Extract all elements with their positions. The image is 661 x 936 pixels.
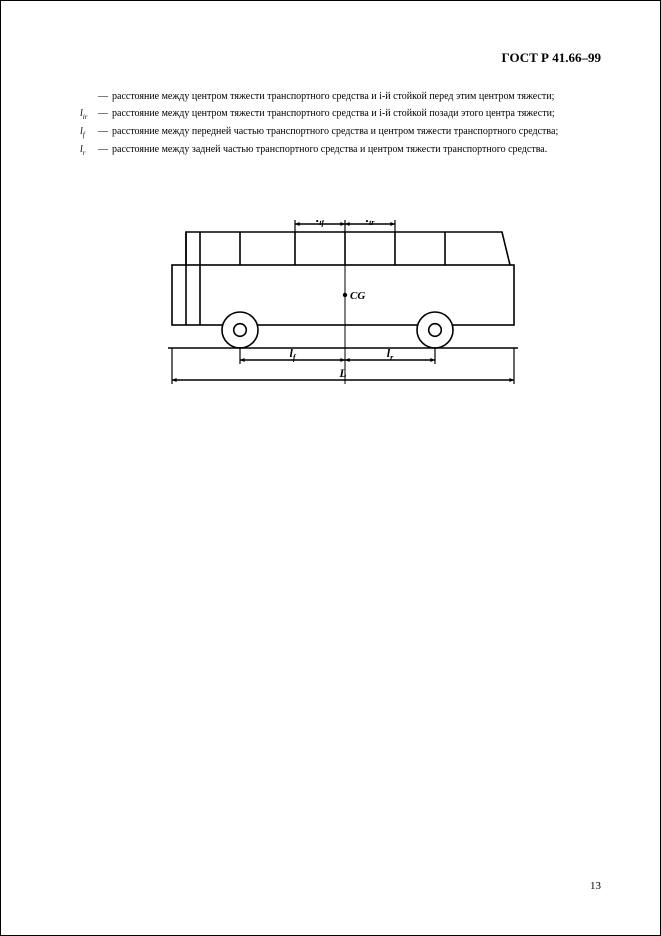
- def-item: lir — расстояние между центром тяжести т…: [80, 107, 601, 122]
- page-root: ГОСТ Р 41.66–99 — расстояние между центр…: [0, 0, 661, 936]
- def-item: lf — расстояние между передней частью тр…: [80, 125, 601, 140]
- doc-code: ГОСТ Р 41.66–99: [502, 50, 601, 65]
- def-dash: —: [98, 90, 112, 104]
- svg-text:CG: CG: [350, 290, 365, 302]
- def-text: расстояние между центром тяжести транспо…: [112, 90, 601, 104]
- page-number: 13: [590, 880, 601, 892]
- def-symbol: lir: [80, 107, 98, 122]
- def-item: lr — расстояние между задней частью тран…: [80, 143, 601, 158]
- def-symbol: [80, 90, 98, 104]
- def-dash: —: [98, 125, 112, 140]
- def-text: расстояние между передней частью транспо…: [112, 125, 601, 140]
- def-dash: —: [98, 143, 112, 158]
- bus-diagram: CGliflirlflrL: [160, 220, 520, 395]
- svg-text:lir: lir: [366, 220, 376, 227]
- svg-text:L: L: [338, 366, 346, 380]
- definitions-block: — расстояние между центром тяжести транс…: [80, 90, 601, 162]
- def-dash: —: [98, 107, 112, 122]
- def-text: расстояние между центром тяжести транспо…: [112, 107, 601, 122]
- doc-header: ГОСТ Р 41.66–99: [502, 50, 601, 66]
- def-text: расстояние между задней частью транспорт…: [112, 143, 601, 158]
- def-symbol: lr: [80, 143, 98, 158]
- bus-svg: CGliflirlflrL: [160, 220, 520, 395]
- def-symbol: lf: [80, 125, 98, 140]
- svg-text:lif: lif: [316, 220, 326, 227]
- def-item: — расстояние между центром тяжести транс…: [80, 90, 601, 104]
